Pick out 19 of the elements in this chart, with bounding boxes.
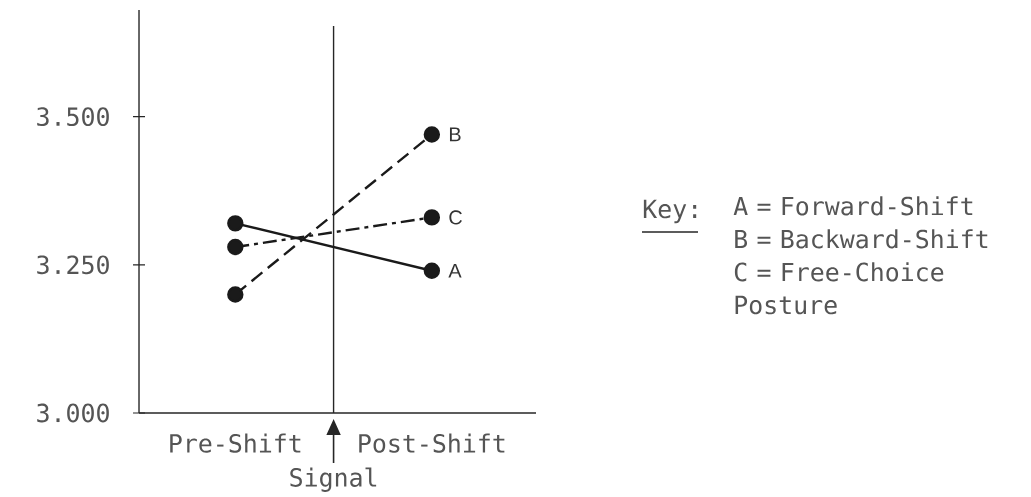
text: Key: (643, 199, 697, 224)
point (423, 209, 441, 226)
text: B = Backward-Shift (735, 229, 988, 249)
point (227, 286, 244, 303)
series-label: B (449, 127, 461, 142)
point (227, 238, 244, 256)
series-label: A (448, 263, 462, 278)
x-tick-label: Post-Shift (359, 433, 505, 453)
y-tick-label: 3.000 (37, 403, 109, 423)
point (227, 215, 244, 232)
series-label: C (449, 210, 462, 225)
text: A = Forward-Shift (733, 196, 973, 216)
text: C = Free-Choice Posture (734, 262, 944, 315)
x-tick-label: Pre-Shift (170, 433, 301, 453)
point (423, 126, 441, 143)
text: Signal (290, 467, 377, 492)
y-tick-label: 3.500 (37, 107, 109, 127)
point (423, 262, 441, 279)
y-tick-label: 3.250 (37, 255, 109, 275)
